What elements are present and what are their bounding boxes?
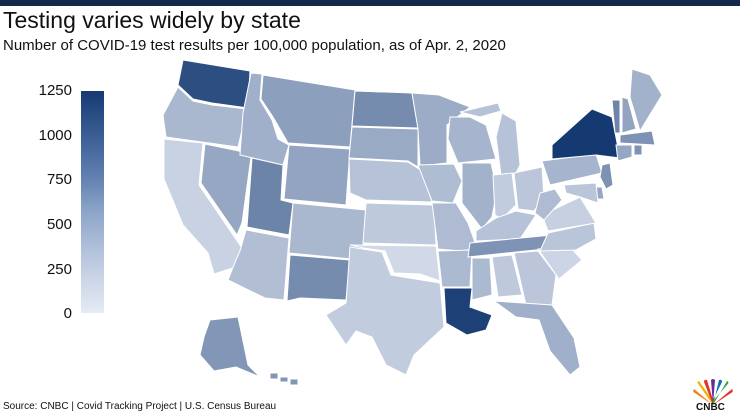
legend-tick-label: 1250 [38, 82, 72, 99]
cnbc-peacock-logo [693, 379, 733, 405]
state-mt [260, 74, 356, 148]
state-in [492, 172, 517, 220]
us-state-map [162, 59, 663, 385]
state-hi [269, 372, 299, 385]
state-wi [447, 116, 497, 164]
legend-tick-label: 1000 [38, 127, 72, 144]
state-tx [325, 246, 445, 376]
legend-tick-label: 0 [63, 305, 72, 322]
state-ne [348, 158, 433, 203]
legend-tick-label: 750 [46, 171, 72, 188]
state-ny [551, 108, 621, 160]
state-ak [199, 316, 261, 378]
page-title: Testing varies widely by state [3, 7, 301, 33]
state-ms [471, 257, 493, 301]
state-ri [633, 144, 643, 156]
state-mn [411, 92, 472, 167]
state-ma [619, 130, 656, 146]
state-il [461, 162, 498, 230]
state-nv [200, 143, 252, 237]
state-nm [286, 254, 351, 302]
state-az [227, 229, 290, 301]
state-wv [534, 188, 563, 221]
state-nd [351, 90, 419, 129]
state-ct [615, 144, 633, 162]
top-rule [0, 0, 740, 6]
legend-tick-label: 250 [46, 261, 72, 278]
legend-colorbar [81, 91, 104, 313]
state-id [239, 72, 290, 166]
state-vt [611, 99, 621, 134]
state-wy [283, 144, 351, 206]
state-fl [492, 300, 581, 376]
state-ga [513, 250, 557, 306]
state-ks [362, 202, 437, 246]
source-note: Source: CNBC | Covid Tracking Project | … [3, 401, 277, 412]
state-pa [541, 153, 603, 186]
state-va [541, 196, 597, 232]
state-md [563, 182, 599, 204]
state-ca [163, 138, 245, 275]
state-sd [348, 126, 419, 168]
page-subtitle: Number of COVID-19 test results per 100,… [3, 37, 506, 54]
state-me [629, 68, 663, 133]
state-nj [599, 162, 614, 190]
state-ky [475, 210, 537, 242]
logo-wordmark: CNBC [696, 402, 725, 413]
legend-tick-label: 500 [46, 216, 72, 233]
state-wa [177, 59, 251, 109]
state-nh [621, 96, 637, 134]
state-ia [417, 163, 463, 204]
state-al [491, 254, 523, 298]
state-ok [349, 244, 441, 282]
state-ar [437, 249, 473, 288]
